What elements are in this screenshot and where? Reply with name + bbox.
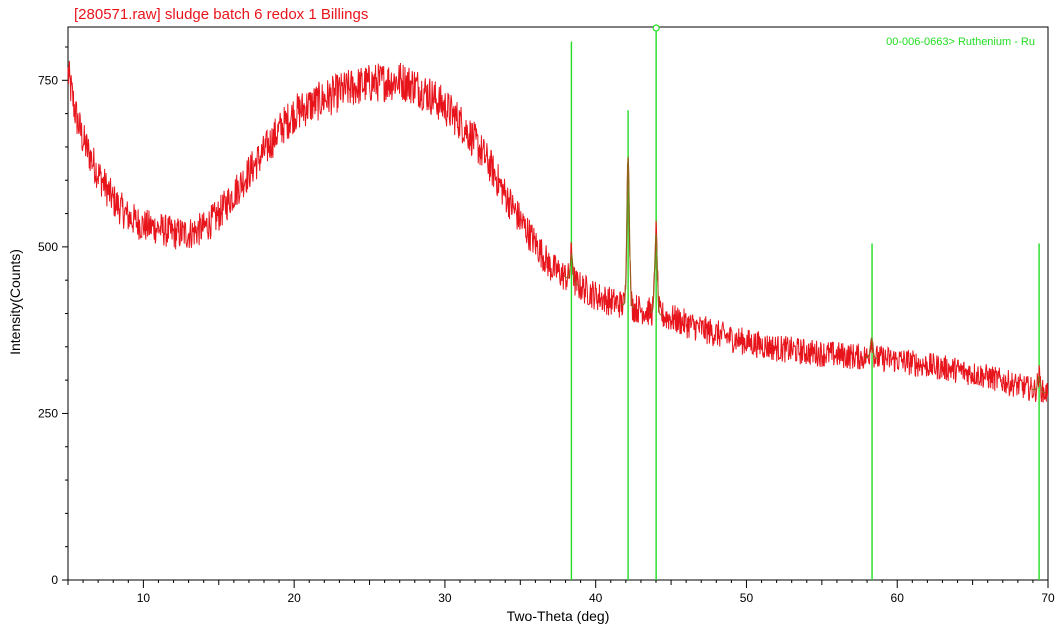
y-tick-label: 0 bbox=[51, 573, 58, 587]
x-tick-label: 40 bbox=[589, 591, 603, 605]
peak-fit bbox=[649, 233, 663, 316]
peak-fit bbox=[864, 337, 879, 359]
y-tick-label: 500 bbox=[38, 240, 58, 254]
peak-fit bbox=[1032, 375, 1046, 394]
reference-marker bbox=[652, 24, 660, 32]
y-tick-label: 750 bbox=[38, 73, 58, 87]
series-group bbox=[67, 60, 1049, 403]
reference-lines bbox=[570, 24, 1040, 580]
x-tick-label: 30 bbox=[438, 591, 452, 605]
x-axis: 10 20 30 40 50 60 70 bbox=[67, 580, 1055, 605]
plot-border bbox=[67, 26, 1049, 581]
y-axis-title: Intensity(Counts) bbox=[7, 249, 23, 355]
x-tick-label: 60 bbox=[891, 591, 905, 605]
plot-frame bbox=[67, 26, 1049, 581]
chart-title: [280571.raw] sludge batch 6 redox 1 Bill… bbox=[74, 6, 369, 23]
peak-fit bbox=[564, 253, 579, 286]
reference-legend-label: 00-006-0663> Ruthenium - Ru bbox=[886, 36, 1035, 48]
x-tick-label: 10 bbox=[137, 591, 151, 605]
x-tick-label: 20 bbox=[287, 591, 301, 605]
x-tick-label: 70 bbox=[1041, 591, 1055, 605]
pattern-line bbox=[67, 60, 1049, 403]
peak-fit bbox=[621, 156, 635, 309]
y-axis: 0 250 500 750 bbox=[38, 46, 68, 587]
y-tick-label: 250 bbox=[38, 406, 58, 420]
x-axis-title: Two-Theta (deg) bbox=[507, 608, 610, 624]
x-tick-label: 50 bbox=[740, 591, 754, 605]
